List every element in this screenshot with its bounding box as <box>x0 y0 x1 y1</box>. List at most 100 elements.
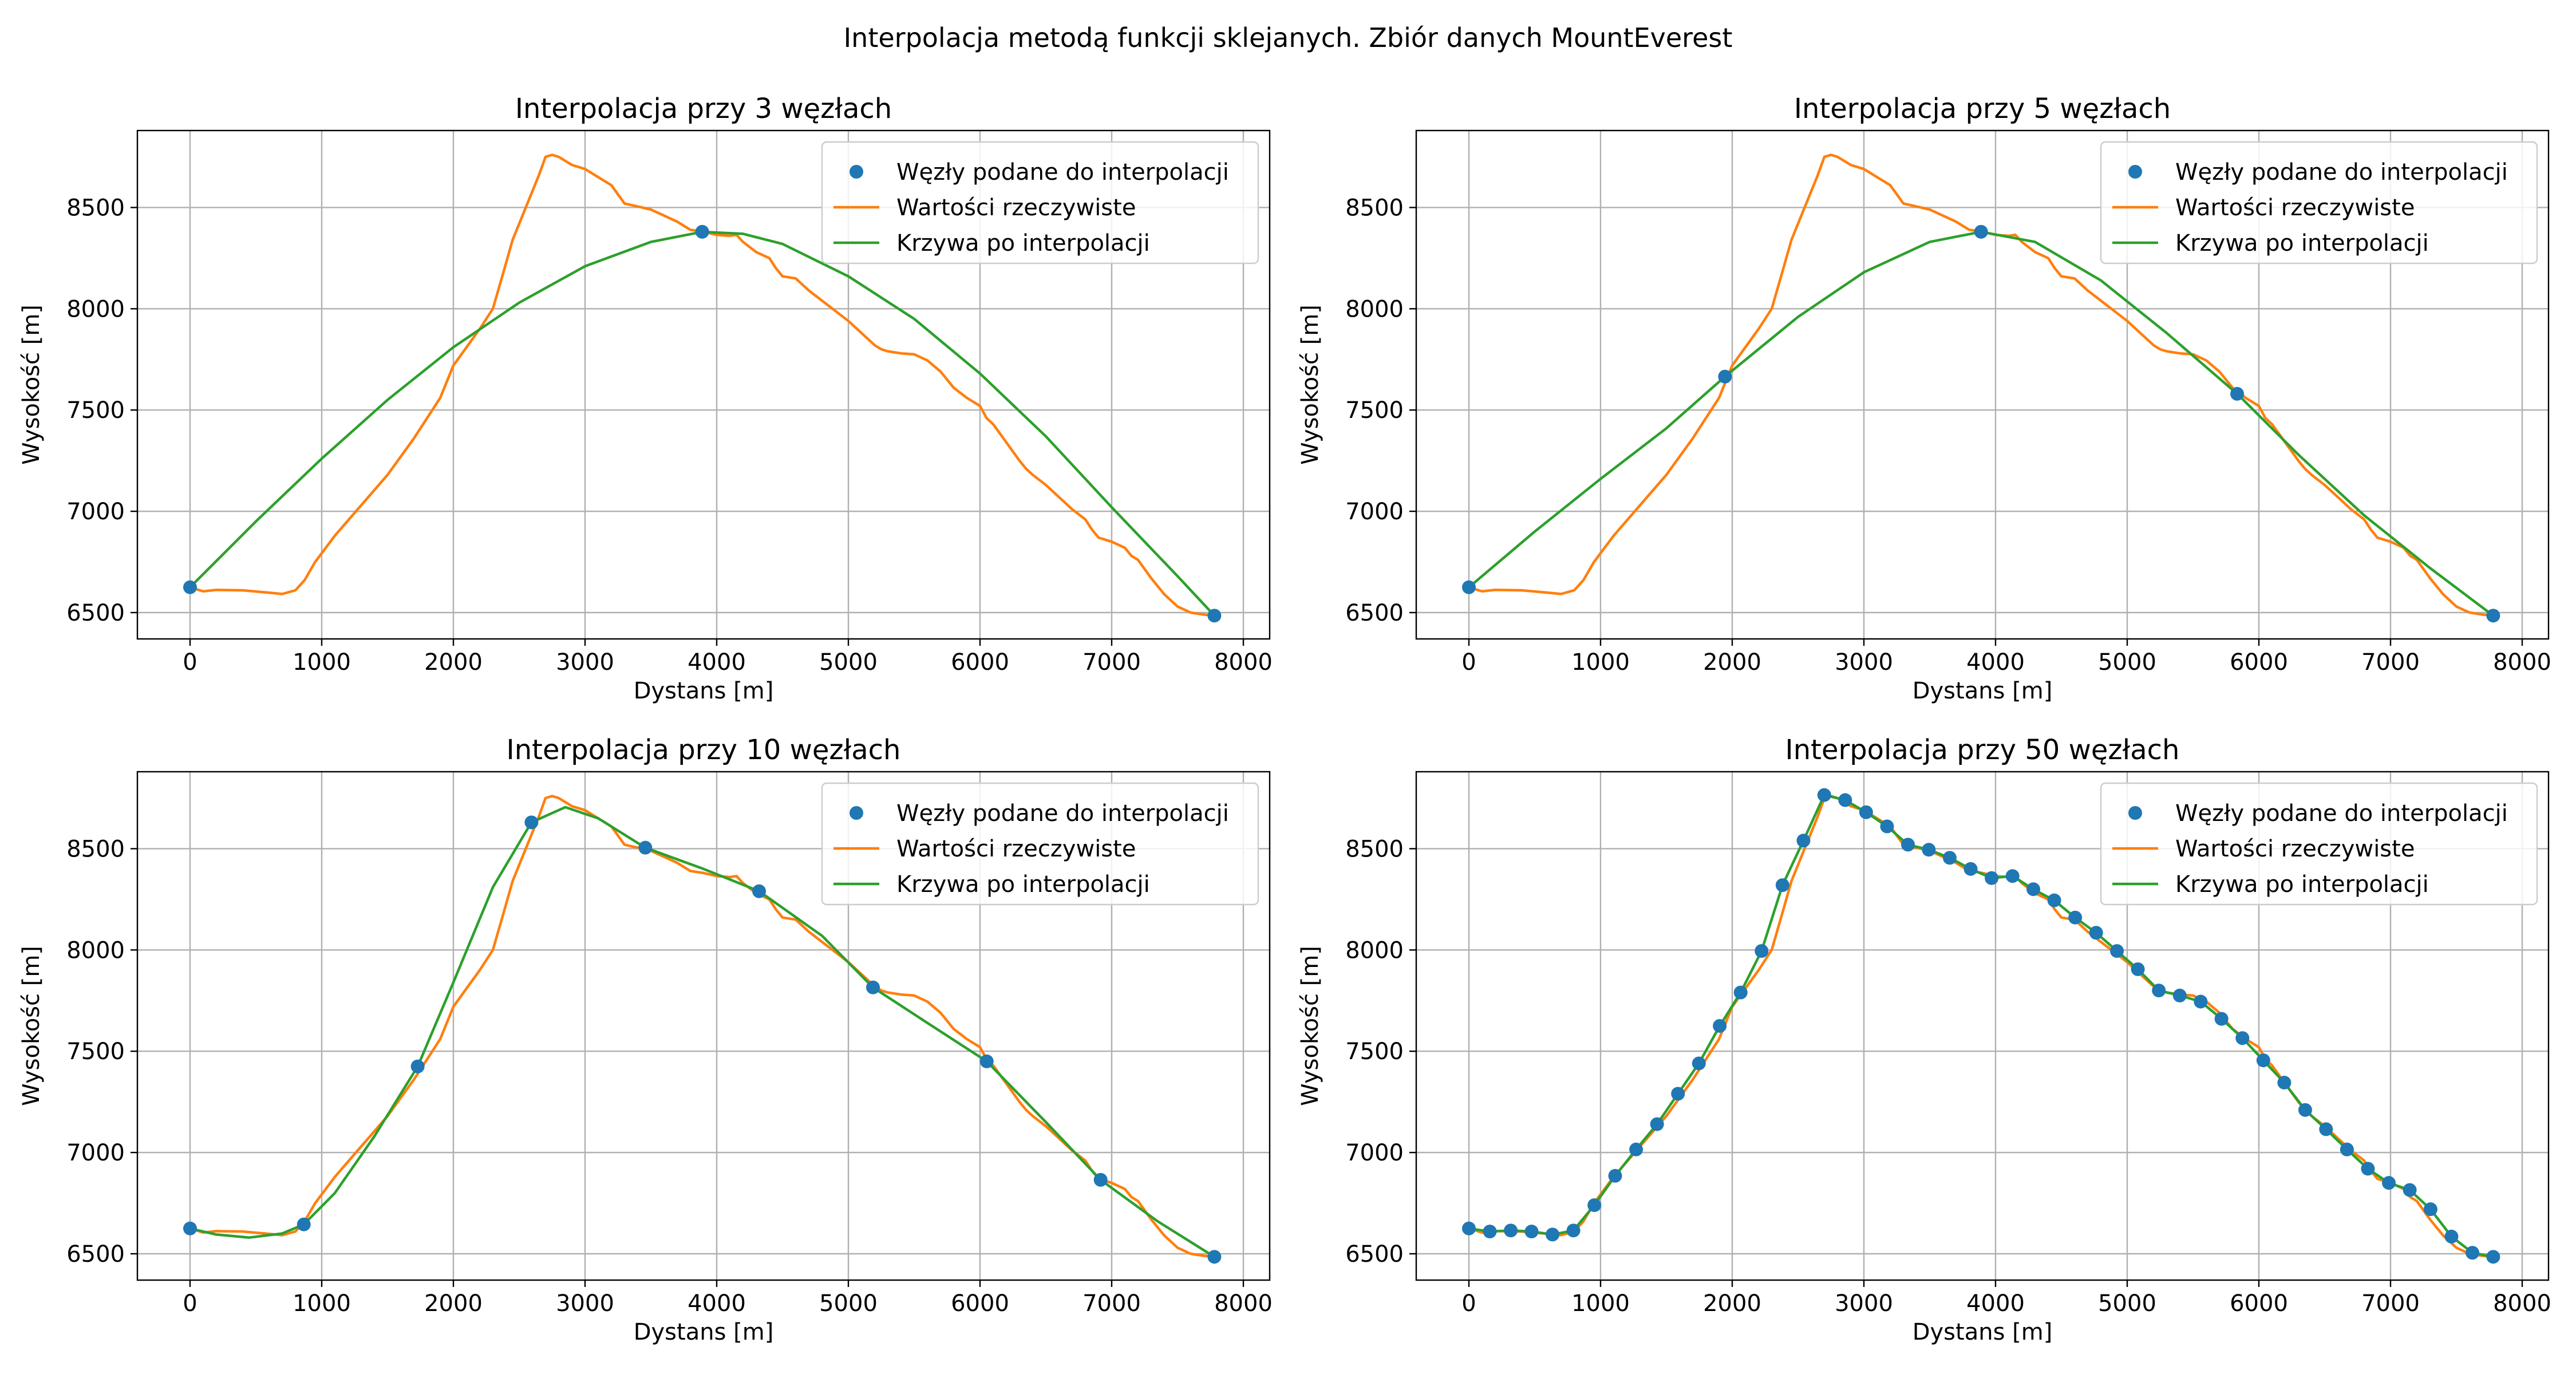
interpolation-node-point <box>1566 1223 1581 1238</box>
x-tick-label: 8000 <box>1214 649 1273 676</box>
chart-5-nodes-legend: Węzły podane do interpolacji Wartości rze… <box>2100 141 2538 264</box>
interpolation-node-point <box>2361 1162 2375 1176</box>
y-tick-label: 8500 <box>1345 836 1404 862</box>
x-tick-label: 8000 <box>2493 1290 2551 1317</box>
y-axis-label: Wysokość [m] <box>18 305 45 465</box>
interpolation-curve-line <box>1468 230 2494 617</box>
x-tick-label: 4000 <box>688 1290 746 1317</box>
chart-10-nodes-axes-frame <box>136 771 1271 1281</box>
legend-box <box>821 141 1259 264</box>
x-tick-label: 2000 <box>1703 649 1761 676</box>
y-tick-label: 6500 <box>1345 600 1404 626</box>
interpolation-node-point <box>1462 1221 1476 1235</box>
x-tick-label: 2000 <box>424 649 483 676</box>
chart-50-nodes: 0 1000 2000 3000 4000 5000 6000 7000 8000 6500 700… <box>1297 734 2551 1345</box>
legend-box <box>2100 141 2538 264</box>
chart-10-nodes: 0 1000 2000 3000 4000 5000 6000 7000 8000 6500 700… <box>18 734 1273 1345</box>
x-tick-label: 5000 <box>819 1290 878 1317</box>
x-tick-label: 4000 <box>688 649 746 676</box>
interpolation-node-point <box>2423 1202 2437 1217</box>
legend-label: Węzły podane do interpolacji <box>896 800 1229 827</box>
actual-values-line <box>189 153 1215 617</box>
interpolation-node-point <box>2131 962 2145 976</box>
y-tick-label: 7500 <box>66 397 125 424</box>
interpolation-node-point <box>183 580 197 594</box>
figure-suptitle: Interpolacja metodą funkcji sklejanych. … <box>844 22 1733 53</box>
y-tick-label: 8000 <box>1345 937 1404 964</box>
interpolation-node-point <box>2110 944 2124 958</box>
y-axis-label: Wysokość [m] <box>1297 946 1323 1106</box>
interpolation-node-point <box>1650 1117 1664 1131</box>
interpolation-node-point <box>1974 224 1988 239</box>
subplot-title: Interpolacja przy 3 węzłach <box>515 93 892 125</box>
y-tick-label: 8500 <box>66 836 125 862</box>
y-tick-label: 8500 <box>1345 195 1404 221</box>
y-tick-label: 8000 <box>1345 296 1404 322</box>
interpolation-node-point <box>1901 838 1915 852</box>
legend-marker <box>2128 806 2142 820</box>
chart-50-nodes-axes-frame <box>1415 771 2550 1281</box>
legend-marker <box>850 806 863 820</box>
x-axis-label: Dystans [m] <box>634 1319 774 1345</box>
chart-50-nodes-legend: Węzły podane do interpolacji Wartości rze… <box>2100 782 2538 906</box>
x-tick-label: 1000 <box>1571 1290 1630 1317</box>
interpolation-node-point <box>1462 580 1476 594</box>
y-tick-label: 6500 <box>66 1241 125 1268</box>
interpolation-node-point <box>1207 1250 1222 1264</box>
interpolation-node-point <box>695 224 709 239</box>
interpolation-node-point <box>1713 1019 1727 1033</box>
interpolation-node-point <box>2277 1076 2291 1090</box>
interpolation-node-point <box>1524 1225 1539 1239</box>
interpolation-node-point <box>1942 851 1957 865</box>
x-tick-label: 0 <box>1461 649 1476 676</box>
interpolation-node-point <box>1671 1087 1685 1101</box>
interpolation-node-point <box>1755 944 1769 958</box>
y-tick-label: 7500 <box>1345 1039 1404 1065</box>
interpolation-node-point <box>1546 1227 1560 1242</box>
y-tick-label: 7500 <box>66 1039 125 1065</box>
chart-3-nodes-axes-frame <box>136 129 1271 640</box>
interpolation-node-point <box>1817 788 1831 802</box>
legend-label: Węzły podane do interpolacji <box>2175 159 2508 185</box>
y-axis-label: Wysokość [m] <box>18 946 45 1106</box>
legend-label: Krzywa po interpolacji <box>2175 871 2429 898</box>
chart-3-nodes-legend: Węzły podane do interpolacji Wartości rze… <box>821 141 1259 264</box>
interpolation-node-point <box>1629 1142 1643 1156</box>
interpolation-node-point <box>2068 910 2083 925</box>
interpolation-node-point <box>2466 1246 2480 1260</box>
chart-10-nodes-grid <box>137 772 1270 1280</box>
x-tick-label: 3000 <box>556 649 614 676</box>
interpolation-node-point <box>1207 609 1222 623</box>
legend-marker <box>850 165 863 179</box>
legend-label: Wartości rzeczywiste <box>2175 195 2415 221</box>
interpolation-node-point <box>183 1221 197 1235</box>
chart-5-nodes: 0 1000 2000 3000 4000 5000 6000 7000 8000 6500 700… <box>1297 93 2551 704</box>
interpolation-node-point <box>524 815 539 830</box>
interpolation-node-point <box>1608 1168 1622 1183</box>
interpolation-node-point <box>1692 1056 1706 1071</box>
interpolation-node-point <box>1733 985 1748 1000</box>
legend-label: Wartości rzeczywiste <box>2175 836 2415 862</box>
x-tick-label: 1000 <box>293 649 351 676</box>
chart-5-nodes-axes-frame <box>1415 129 2550 640</box>
legend-label: Krzywa po interpolacji <box>896 871 1150 898</box>
chart-10-nodes-legend: Węzły podane do interpolacji Wartości rze… <box>821 782 1259 906</box>
y-tick-label: 6500 <box>1345 1241 1404 1268</box>
x-tick-label: 3000 <box>1835 649 1893 676</box>
y-tick-label: 8000 <box>66 296 125 322</box>
x-tick-label: 7000 <box>2361 1290 2420 1317</box>
interpolation-node-point <box>2230 386 2245 401</box>
y-axis-label: Wysokość [m] <box>1297 305 1323 465</box>
interpolation-node-point <box>2089 926 2103 940</box>
chart-5-nodes-plot-area <box>1462 153 2500 623</box>
interpolation-node-point <box>2256 1053 2270 1068</box>
x-axis-label: Dystans [m] <box>1913 1319 2053 1345</box>
chart-50-nodes-plot-area <box>1462 788 2500 1264</box>
y-tick-label: 7000 <box>1345 1140 1404 1166</box>
interpolation-node-point <box>1963 862 1978 876</box>
y-tick-label: 8500 <box>66 195 125 221</box>
interpolation-node-point <box>2235 1031 2250 1045</box>
interpolation-node-point <box>1796 834 1811 848</box>
interpolation-node-point <box>2152 984 2166 998</box>
